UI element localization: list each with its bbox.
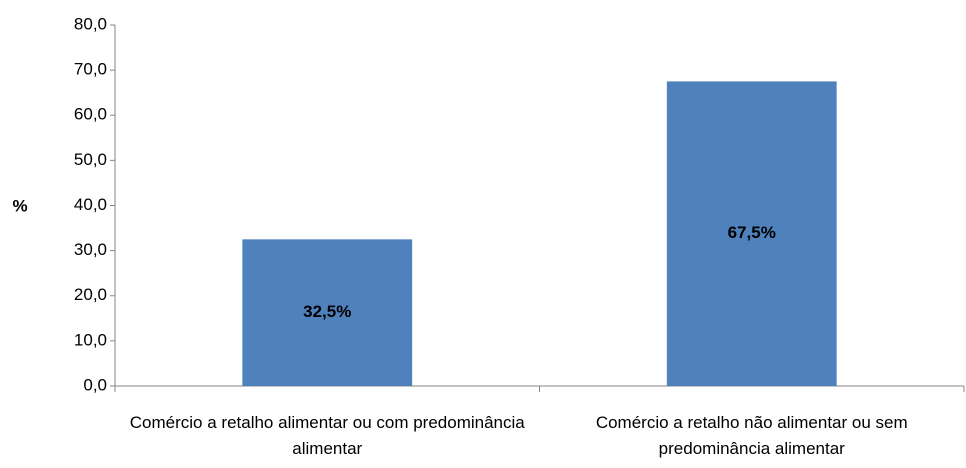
y-tick-label: 60,0 xyxy=(74,105,107,124)
y-tick-label: 40,0 xyxy=(74,195,107,214)
x-tick-label: Comércio a retalho não alimentar ou sem … xyxy=(595,413,908,458)
x-tick-label: Comércio a retalho alimentar ou com pred… xyxy=(129,413,525,458)
y-tick-label: 30,0 xyxy=(74,240,107,259)
y-tick-label: 10,0 xyxy=(74,330,107,349)
data-label: 67,5% xyxy=(728,223,776,242)
y-tick-label: 20,0 xyxy=(74,285,107,304)
y-tick-label: 50,0 xyxy=(74,150,107,169)
y-axis-label: % xyxy=(12,196,27,215)
y-tick-label: 80,0 xyxy=(74,14,107,33)
bar xyxy=(242,239,413,386)
data-label: 32,5% xyxy=(303,302,351,321)
bar xyxy=(666,81,837,386)
y-tick-label: 0,0 xyxy=(83,375,107,394)
y-tick-label: 70,0 xyxy=(74,60,107,79)
